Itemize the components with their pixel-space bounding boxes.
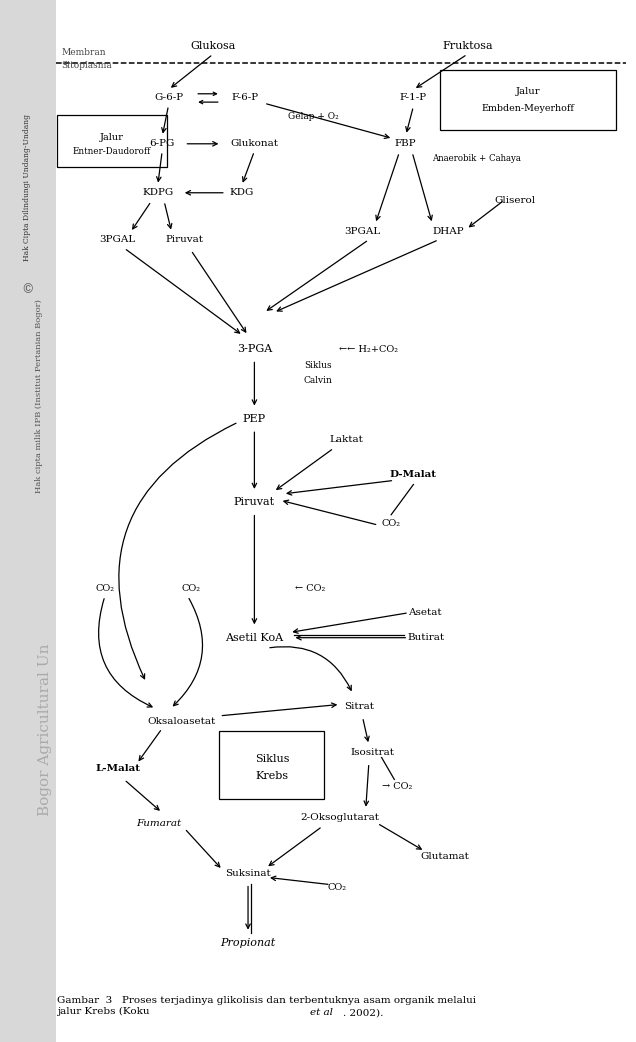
Text: 3PGAL: 3PGAL bbox=[345, 227, 380, 235]
Text: Gliserol: Gliserol bbox=[495, 196, 536, 204]
Text: Isositrat: Isositrat bbox=[350, 748, 394, 756]
Text: Calvin: Calvin bbox=[303, 376, 333, 384]
Text: F-6-P: F-6-P bbox=[232, 94, 258, 102]
Text: ←← H₂+CO₂: ←← H₂+CO₂ bbox=[340, 345, 398, 353]
Text: Piruvat: Piruvat bbox=[165, 235, 204, 244]
FancyBboxPatch shape bbox=[57, 115, 167, 167]
Text: 2-Oksoglutarat: 2-Oksoglutarat bbox=[301, 814, 380, 822]
Text: CO₂: CO₂ bbox=[95, 585, 114, 593]
Text: Glukonat: Glukonat bbox=[230, 140, 279, 148]
Text: Sitrat: Sitrat bbox=[344, 702, 375, 711]
Text: Gelap + O₂: Gelap + O₂ bbox=[288, 113, 339, 121]
Text: Sitoplasma: Sitoplasma bbox=[62, 61, 113, 70]
Text: Fruktosa: Fruktosa bbox=[442, 41, 493, 51]
Text: Bogor Agricultural Un: Bogor Agricultural Un bbox=[38, 643, 52, 816]
Text: FBP: FBP bbox=[395, 140, 417, 148]
Text: Siklus: Siklus bbox=[304, 362, 332, 370]
Text: 6-PG: 6-PG bbox=[149, 140, 175, 148]
Text: CO₂: CO₂ bbox=[328, 884, 347, 892]
Text: Fumarat: Fumarat bbox=[137, 819, 181, 827]
Text: G-6-P: G-6-P bbox=[154, 94, 183, 102]
Bar bbox=[0, 0, 56, 1042]
Text: PEP: PEP bbox=[243, 414, 266, 424]
Text: Propionat: Propionat bbox=[221, 938, 275, 948]
Text: F-1-P: F-1-P bbox=[400, 94, 427, 102]
Text: Embden-Meyerhoff: Embden-Meyerhoff bbox=[481, 104, 574, 113]
Text: Hak cipta milik IPB (Institut Pertanian Bogor): Hak cipta milik IPB (Institut Pertanian … bbox=[36, 299, 43, 493]
Text: et al: et al bbox=[310, 1009, 333, 1017]
Text: Siklus: Siklus bbox=[255, 753, 289, 764]
Text: 3-PGA: 3-PGA bbox=[237, 344, 272, 354]
Text: → CO₂: → CO₂ bbox=[382, 783, 413, 791]
Text: Jalur: Jalur bbox=[516, 88, 540, 96]
Text: ©: © bbox=[22, 283, 34, 296]
Text: Asetil KoA: Asetil KoA bbox=[225, 632, 284, 643]
FancyBboxPatch shape bbox=[219, 731, 324, 799]
Text: ← CO₂: ← CO₂ bbox=[295, 585, 326, 593]
Text: DHAP: DHAP bbox=[432, 227, 464, 235]
Text: Asetat: Asetat bbox=[408, 609, 441, 617]
Text: Glutamat: Glutamat bbox=[421, 852, 469, 861]
Text: Laktat: Laktat bbox=[329, 436, 364, 444]
Text: . 2002).: . 2002). bbox=[343, 1009, 384, 1017]
Text: 3PGAL: 3PGAL bbox=[100, 235, 135, 244]
FancyBboxPatch shape bbox=[440, 70, 616, 130]
Text: Gambar  3   Proses terjadinya glikolisis dan terbentuknya asam organik melalui
j: Gambar 3 Proses terjadinya glikolisis da… bbox=[57, 996, 476, 1016]
Text: Jalur: Jalur bbox=[100, 133, 124, 142]
Text: CO₂: CO₂ bbox=[181, 585, 200, 593]
Text: Piruvat: Piruvat bbox=[234, 497, 275, 507]
Text: Butirat: Butirat bbox=[408, 634, 445, 642]
Text: D-Malat: D-Malat bbox=[390, 470, 437, 478]
Text: Hak Cipta Dilindungi Undang-Undang: Hak Cipta Dilindungi Undang-Undang bbox=[24, 114, 31, 262]
Text: Suksinat: Suksinat bbox=[225, 869, 271, 877]
Text: KDG: KDG bbox=[230, 189, 254, 197]
Text: Oksaloasetat: Oksaloasetat bbox=[147, 717, 216, 725]
Text: Anaerobik + Cahaya: Anaerobik + Cahaya bbox=[432, 154, 522, 163]
Text: Membran: Membran bbox=[62, 48, 106, 56]
Text: L-Malat: L-Malat bbox=[95, 765, 140, 773]
Text: CO₂: CO₂ bbox=[382, 519, 401, 527]
Text: Entner-Daudoroff: Entner-Daudoroff bbox=[73, 147, 151, 155]
Text: Glukosa: Glukosa bbox=[190, 41, 236, 51]
Text: KDPG: KDPG bbox=[142, 189, 174, 197]
Text: Krebs: Krebs bbox=[256, 771, 289, 782]
